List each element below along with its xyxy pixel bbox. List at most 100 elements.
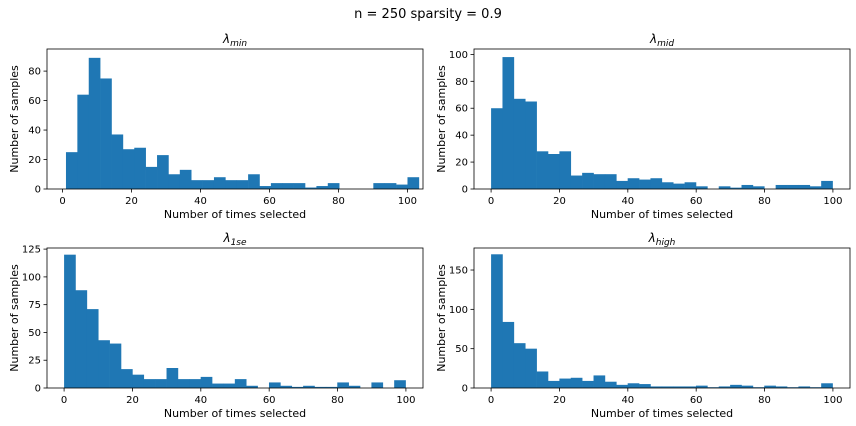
histogram-bar — [650, 386, 663, 388]
y-axis-label: Number of samples — [8, 264, 21, 372]
histogram-bar — [684, 182, 697, 189]
histogram-bar — [502, 321, 515, 388]
histogram-bar — [396, 184, 408, 189]
x-tick-label: 80 — [332, 196, 345, 207]
histogram-bar — [270, 183, 283, 189]
histogram-bar — [327, 183, 340, 189]
figure-suptitle: n = 250 sparsity = 0.9 — [354, 7, 502, 22]
x-tick-label: 0 — [488, 196, 494, 207]
y-tick-label: 60 — [455, 104, 468, 115]
x-tick-label: 40 — [194, 196, 207, 207]
histogram-bar — [798, 386, 811, 388]
x-axis-label: Number of times selected — [164, 407, 306, 420]
panel-title: λmin — [222, 32, 247, 49]
panel-title: λ1se — [222, 231, 247, 248]
histogram-bar — [111, 134, 124, 189]
x-tick-label: 60 — [263, 196, 276, 207]
y-tick-label: 0 — [462, 185, 468, 196]
histogram-bar — [718, 186, 731, 189]
x-tick-label: 20 — [553, 196, 566, 207]
panel-title: λhigh — [648, 231, 676, 248]
histogram-bar — [695, 385, 708, 388]
histogram-bar — [155, 379, 167, 388]
histogram-bar — [525, 101, 537, 189]
histogram-bar — [582, 380, 594, 388]
y-tick-label: 40 — [455, 131, 468, 142]
histogram-bar — [616, 384, 628, 388]
x-axis-label: Number of times selected — [591, 208, 733, 221]
y-tick-label: 0 — [462, 384, 468, 395]
y-tick-label: 50 — [455, 344, 468, 355]
axes-frame — [473, 48, 851, 190]
x-axis-label: Number of times selected — [591, 407, 733, 420]
histogram-bar — [525, 348, 537, 388]
histogram-bar — [348, 385, 361, 388]
x-tick-label: 80 — [758, 196, 771, 207]
histogram-bar — [764, 385, 776, 388]
histogram-bar — [741, 184, 754, 189]
x-tick-label: 60 — [690, 196, 703, 207]
histogram-bar — [259, 186, 272, 189]
y-tick-label: 75 — [28, 300, 41, 311]
histogram-bar — [787, 184, 799, 189]
histogram-bar — [407, 177, 420, 189]
histogram-bar — [371, 382, 384, 388]
y-tick-label: 125 — [22, 245, 41, 256]
histogram-panel-high: 0 20 40 60 80 100 0 50 100 150 Number of times sel… — [435, 231, 851, 420]
x-tick-label: 60 — [690, 395, 703, 406]
histogram-bar — [616, 180, 628, 189]
histogram-bar — [684, 386, 697, 388]
histogram-bar — [225, 180, 238, 189]
histogram-bar — [293, 183, 306, 189]
x-tick-label: 0 — [488, 395, 494, 406]
y-tick-label: 100 — [449, 305, 468, 316]
histogram-bar — [189, 379, 201, 388]
histogram-bar — [303, 385, 315, 388]
histogram-bar — [718, 386, 731, 388]
y-axis-label: Number of samples — [435, 264, 448, 372]
histogram-bar — [559, 151, 572, 189]
histogram-bar — [513, 343, 526, 388]
histogram-bar — [325, 386, 338, 388]
histogram-bar — [559, 378, 572, 388]
histogram-bar — [491, 108, 503, 189]
histogram-bar — [673, 386, 685, 388]
y-tick-label: 100 — [22, 272, 41, 283]
histogram-bar — [100, 78, 112, 189]
histogram-panel-min: 0 20 40 60 80 100 0 20 40 60 80 Number of times sel… — [8, 32, 424, 221]
x-tick-label: 100 — [823, 395, 842, 406]
y-tick-label: 100 — [449, 50, 468, 61]
histogram-bar — [695, 186, 708, 189]
x-tick-label: 40 — [194, 395, 207, 406]
histogram-bar — [77, 94, 90, 189]
histogram-bar — [661, 182, 674, 189]
histogram-bar — [316, 186, 329, 189]
histogram-bar — [394, 380, 406, 388]
histogram-bar — [593, 174, 606, 189]
histogram-bar — [246, 385, 258, 388]
histogram-panel-mid: 0 20 40 60 80 100 0 20 40 60 80 100 Number of times … — [435, 32, 851, 221]
x-tick-label: 20 — [125, 196, 138, 207]
y-tick-label: 80 — [455, 77, 468, 88]
axes-frame — [46, 48, 424, 190]
histogram-bar — [821, 383, 833, 388]
histogram-bar — [604, 174, 617, 189]
x-tick-label: 40 — [621, 196, 634, 207]
histogram-bar — [673, 183, 685, 189]
histogram-bar — [121, 369, 133, 388]
histogram-bar — [282, 183, 294, 189]
x-tick-label: 20 — [126, 395, 139, 406]
y-tick-label: 20 — [455, 158, 468, 169]
histogram-bar — [570, 377, 583, 388]
y-axis-label: Number of samples — [435, 65, 448, 173]
histogram-bar — [65, 152, 78, 189]
histogram-bar — [98, 340, 110, 388]
histogram-bar — [305, 187, 317, 189]
histogram-bar — [291, 386, 304, 388]
histogram-bar — [491, 254, 503, 388]
histogram-bar — [64, 254, 76, 388]
histogram-bar — [775, 184, 788, 189]
x-tick-label: 80 — [331, 395, 344, 406]
x-tick-label: 100 — [823, 196, 842, 207]
